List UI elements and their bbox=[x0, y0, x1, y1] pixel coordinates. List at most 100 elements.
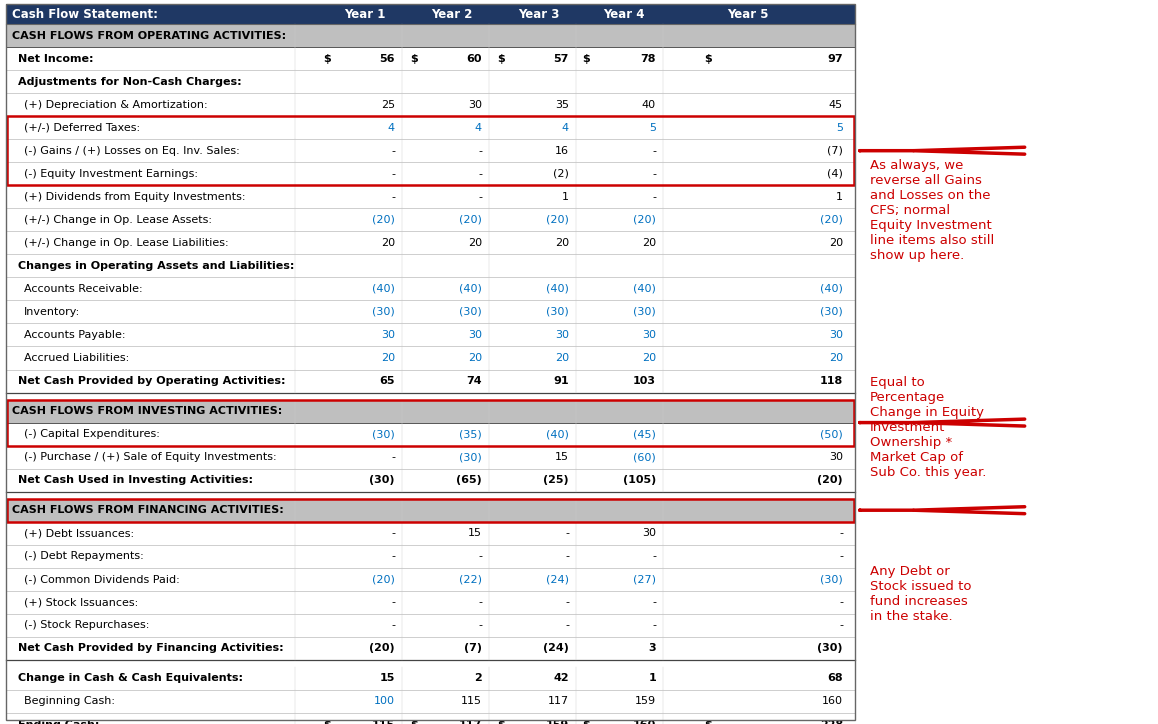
Text: (-) Gains / (+) Losses on Eq. Inv. Sales:: (-) Gains / (+) Losses on Eq. Inv. Sales… bbox=[24, 146, 240, 156]
Text: 45: 45 bbox=[829, 100, 843, 109]
Text: Changes in Operating Assets and Liabilities:: Changes in Operating Assets and Liabilit… bbox=[19, 261, 294, 271]
Bar bbox=[6, 544, 855, 568]
Text: Accounts Receivable:: Accounts Receivable: bbox=[24, 284, 142, 294]
Text: 91: 91 bbox=[554, 376, 569, 386]
Text: 115: 115 bbox=[461, 696, 482, 707]
Text: (-) Debt Repayments:: (-) Debt Repayments: bbox=[24, 551, 144, 561]
Text: 4: 4 bbox=[475, 122, 482, 132]
Text: (20): (20) bbox=[820, 215, 843, 224]
Text: (20): (20) bbox=[633, 215, 655, 224]
Text: -: - bbox=[391, 529, 395, 538]
Text: (50): (50) bbox=[820, 429, 843, 439]
Text: 40: 40 bbox=[642, 100, 655, 109]
Bar bbox=[6, 614, 855, 637]
Text: (60): (60) bbox=[633, 452, 655, 462]
Bar bbox=[6, 93, 855, 116]
Text: 20: 20 bbox=[381, 237, 395, 248]
Bar bbox=[6, 277, 855, 300]
Text: (4): (4) bbox=[827, 169, 843, 179]
Bar bbox=[6, 637, 855, 660]
Text: -: - bbox=[840, 551, 843, 561]
Text: (+) Stock Issuances:: (+) Stock Issuances: bbox=[24, 597, 138, 607]
Text: -: - bbox=[478, 551, 482, 561]
Text: 30: 30 bbox=[468, 100, 482, 109]
Text: -: - bbox=[478, 192, 482, 202]
Text: Accounts Payable:: Accounts Payable: bbox=[24, 330, 125, 340]
Text: 115: 115 bbox=[372, 720, 395, 724]
Bar bbox=[6, 492, 855, 499]
Text: -: - bbox=[478, 620, 482, 631]
Text: (30): (30) bbox=[820, 574, 843, 584]
Text: 30: 30 bbox=[829, 330, 843, 340]
Text: (+) Debt Issuances:: (+) Debt Issuances: bbox=[24, 529, 134, 538]
Text: 30: 30 bbox=[468, 330, 482, 340]
Text: 15: 15 bbox=[468, 529, 482, 538]
Text: 78: 78 bbox=[640, 54, 655, 64]
Text: Any Debt or
Stock issued to
fund increases
in the stake.: Any Debt or Stock issued to fund increas… bbox=[870, 565, 972, 623]
Text: (+) Depreciation & Amortization:: (+) Depreciation & Amortization: bbox=[24, 100, 207, 109]
Bar bbox=[6, 4, 855, 720]
Text: Year 5: Year 5 bbox=[727, 7, 769, 20]
Text: (-) Equity Investment Earnings:: (-) Equity Investment Earnings: bbox=[24, 169, 198, 179]
Text: 1: 1 bbox=[648, 673, 655, 683]
Text: Net Income:: Net Income: bbox=[19, 54, 94, 64]
Text: -: - bbox=[565, 529, 569, 538]
Bar bbox=[7, 499, 853, 522]
Text: 20: 20 bbox=[381, 353, 395, 363]
Text: 20: 20 bbox=[829, 237, 843, 248]
Text: -: - bbox=[565, 551, 569, 561]
Text: 15: 15 bbox=[380, 673, 395, 683]
Text: Net Cash Provided by Financing Activities:: Net Cash Provided by Financing Activitie… bbox=[19, 644, 284, 654]
Text: (40): (40) bbox=[547, 284, 569, 294]
Bar bbox=[6, 324, 855, 347]
Bar bbox=[6, 231, 855, 254]
Text: 1: 1 bbox=[562, 192, 569, 202]
Bar bbox=[7, 116, 853, 185]
Text: (2): (2) bbox=[554, 169, 569, 179]
Bar bbox=[6, 423, 855, 445]
Text: 16: 16 bbox=[555, 146, 569, 156]
Text: (40): (40) bbox=[633, 284, 655, 294]
Text: (27): (27) bbox=[633, 574, 655, 584]
Text: (20): (20) bbox=[547, 215, 569, 224]
Bar bbox=[6, 499, 855, 522]
Text: Accrued Liabilities:: Accrued Liabilities: bbox=[24, 353, 130, 363]
Text: Change in Cash & Cash Equivalents:: Change in Cash & Cash Equivalents: bbox=[19, 673, 243, 683]
Text: (-) Common Dividends Paid:: (-) Common Dividends Paid: bbox=[24, 574, 179, 584]
Text: 20: 20 bbox=[468, 237, 482, 248]
Text: Ending Cash:: Ending Cash: bbox=[19, 720, 100, 724]
Bar bbox=[6, 185, 855, 209]
Text: CASH FLOWS FROM FINANCING ACTIVITIES:: CASH FLOWS FROM FINANCING ACTIVITIES: bbox=[12, 505, 284, 515]
Text: (30): (30) bbox=[372, 307, 395, 317]
Text: 3: 3 bbox=[648, 644, 655, 654]
Text: (+/-) Deferred Taxes:: (+/-) Deferred Taxes: bbox=[24, 122, 140, 132]
Text: (30): (30) bbox=[818, 644, 843, 654]
Text: (30): (30) bbox=[369, 475, 395, 485]
Text: -: - bbox=[652, 597, 655, 607]
Text: -: - bbox=[652, 169, 655, 179]
Text: (65): (65) bbox=[456, 475, 482, 485]
Text: (22): (22) bbox=[459, 574, 482, 584]
Text: (45): (45) bbox=[633, 429, 655, 439]
Text: $: $ bbox=[497, 54, 505, 64]
Text: (30): (30) bbox=[460, 452, 482, 462]
Text: 15: 15 bbox=[555, 452, 569, 462]
Text: (30): (30) bbox=[820, 307, 843, 317]
Text: -: - bbox=[565, 597, 569, 607]
Bar bbox=[6, 70, 855, 93]
Bar bbox=[6, 591, 855, 614]
Text: (20): (20) bbox=[459, 215, 482, 224]
Text: (20): (20) bbox=[372, 574, 395, 584]
Text: (20): (20) bbox=[372, 215, 395, 224]
Text: 20: 20 bbox=[829, 353, 843, 363]
Text: (40): (40) bbox=[820, 284, 843, 294]
Text: (24): (24) bbox=[547, 574, 569, 584]
Text: Equal to
Percentage
Change in Equity
Investment
Ownership *
Market Cap of
Sub Co: Equal to Percentage Change in Equity Inv… bbox=[870, 376, 987, 479]
Text: -: - bbox=[391, 192, 395, 202]
Text: (40): (40) bbox=[372, 284, 395, 294]
Bar bbox=[6, 116, 855, 139]
Text: -: - bbox=[391, 169, 395, 179]
Text: (105): (105) bbox=[623, 475, 655, 485]
Text: (20): (20) bbox=[369, 644, 395, 654]
Bar bbox=[7, 400, 853, 445]
